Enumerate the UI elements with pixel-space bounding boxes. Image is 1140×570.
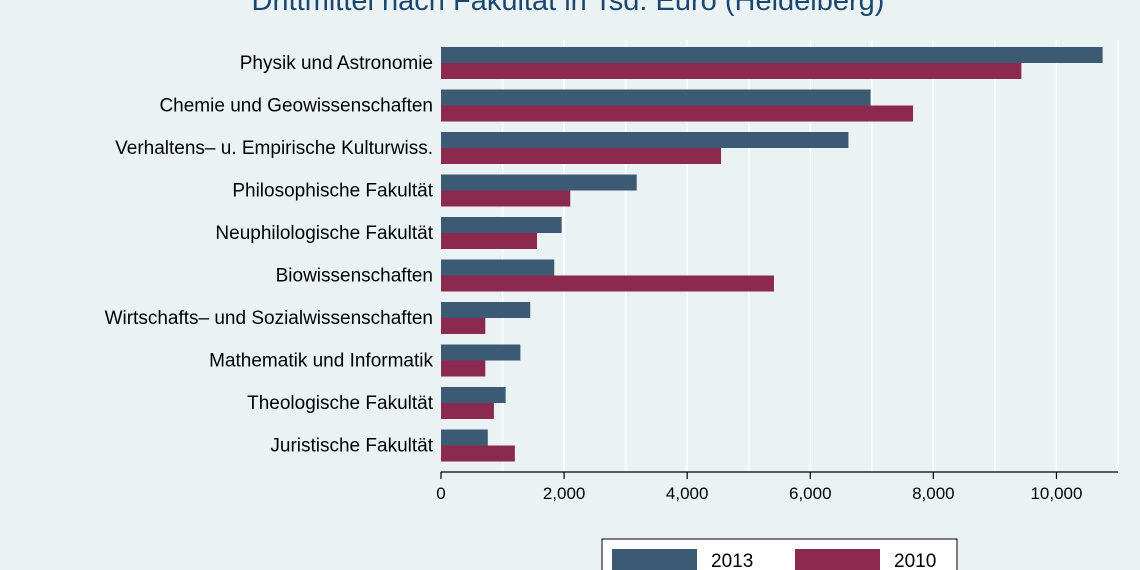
bar-2013 (441, 429, 488, 446)
bar-2010 (441, 105, 914, 122)
x-tick-label: 10,000 (1030, 484, 1082, 503)
bar-2010 (441, 275, 774, 292)
x-tick-label: 4,000 (666, 484, 709, 503)
bar-2013 (441, 89, 871, 106)
chart-title: Drittmittel nach Fakultät in Tsd. Euro (… (252, 0, 885, 17)
bar-2013 (441, 47, 1103, 63)
legend-label: 2010 (894, 551, 936, 570)
bar-2013 (441, 344, 521, 361)
category-label: Chemie und Geowissenschaften (159, 96, 433, 117)
legend-label: 2013 (711, 551, 753, 570)
category-label: Mathematik und Informatik (209, 351, 433, 372)
category-label: Physik und Astronomie (240, 53, 433, 74)
bar-2010 (441, 360, 486, 377)
bar-2010 (441, 318, 486, 334)
bar-2010 (441, 233, 538, 249)
x-axis: 0 2,000 4,000 6,000 8,000 10,000 (436, 471, 1118, 503)
x-tick-label: 8,000 (912, 484, 955, 503)
bar-2013 (441, 302, 531, 318)
x-tick-label: 2,000 (543, 484, 586, 503)
category-label: Biowissenschaften (276, 266, 433, 287)
bar-2010 (441, 63, 1022, 79)
category-label: Wirtschafts– und Sozialwissenschaften (105, 308, 433, 329)
legend-swatch (795, 549, 880, 570)
category-label: Verhaltens– u. Empirische Kulturwiss. (115, 138, 433, 159)
x-tick-label: 6,000 (789, 484, 832, 503)
bar-2013 (441, 174, 637, 191)
category-labels: Physik und Astronomie Chemie und Geowisse… (105, 53, 434, 457)
category-label: Juristische Fakultät (270, 436, 433, 457)
category-label: Philosophische Fakultät (232, 181, 433, 202)
bar-2013 (441, 259, 555, 276)
bar-2010 (441, 148, 722, 164)
bars (441, 47, 1103, 462)
legend: 2013 2010 (601, 538, 958, 570)
x-tick-label: 0 (436, 484, 445, 503)
category-label: Neuphilologische Fakultät (215, 223, 433, 244)
bar-2010 (441, 403, 494, 419)
bar-2010 (441, 190, 571, 207)
category-label: Theologische Fakultät (247, 393, 434, 414)
legend-swatch (612, 549, 697, 570)
bar-2013 (441, 132, 849, 148)
bar-2013 (441, 387, 506, 403)
bar-2013 (441, 217, 562, 233)
bar-2010 (441, 445, 515, 462)
